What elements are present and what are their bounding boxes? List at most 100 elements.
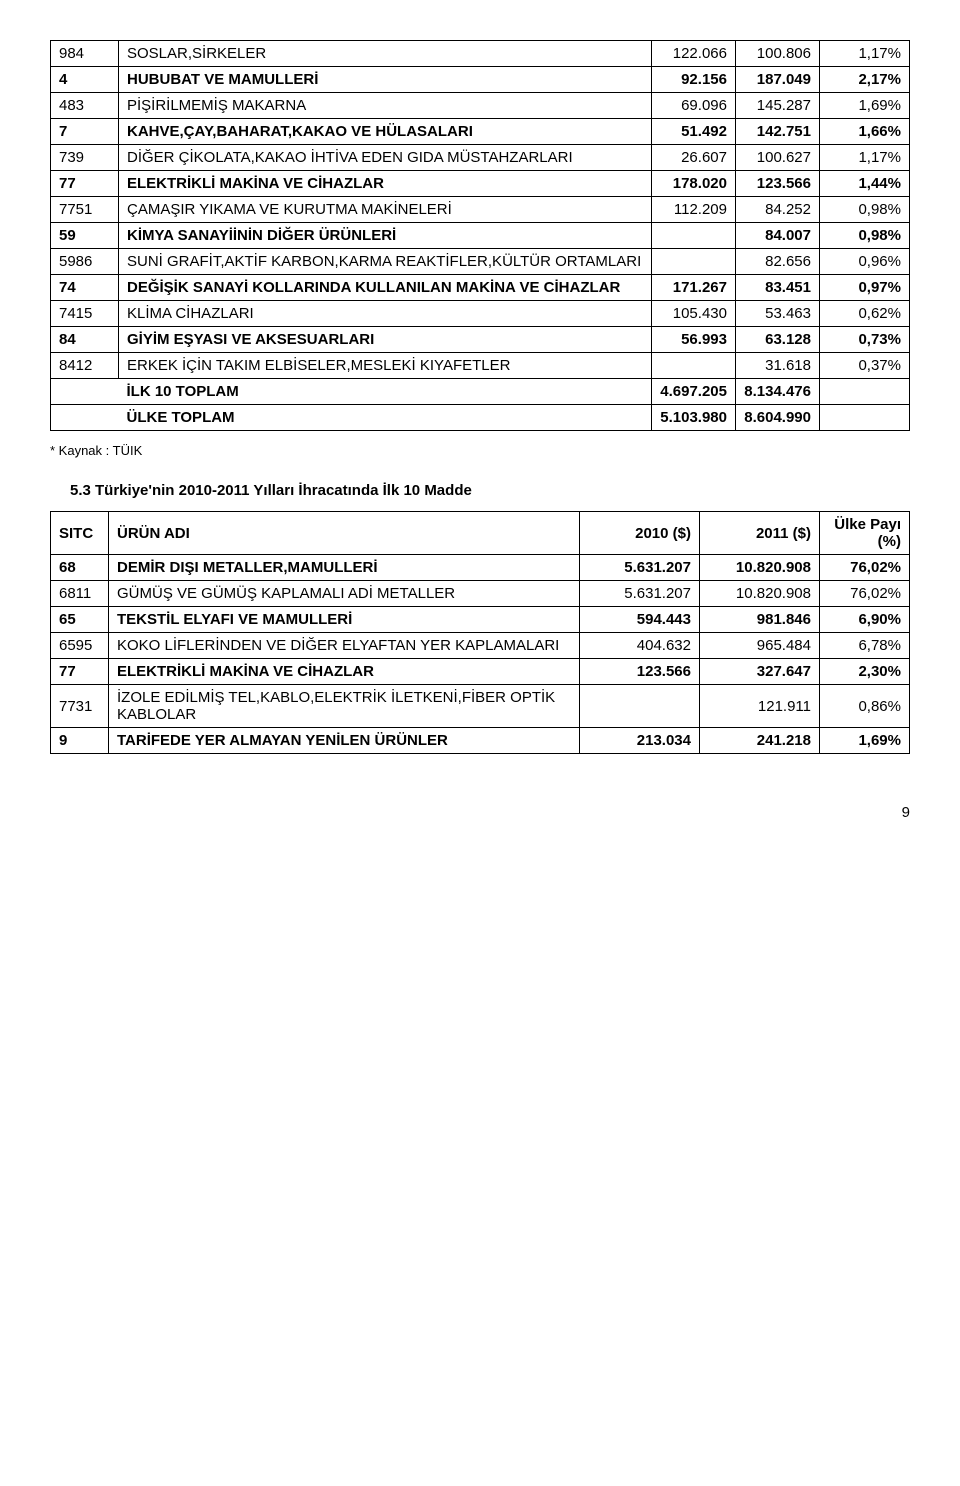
cell-pct: 0,97% — [820, 275, 910, 301]
cell-v1: 178.020 — [651, 171, 735, 197]
cell-code: 8412 — [51, 353, 119, 379]
cell-pct: 0,96% — [820, 249, 910, 275]
cell-pct — [820, 379, 910, 405]
cell-v2: 53.463 — [735, 301, 819, 327]
cell-v2: 121.911 — [700, 685, 820, 728]
cell-v2: 83.451 — [735, 275, 819, 301]
table-row: 74DEĞİŞİK SANAYİ KOLLARINDA KULLANILAN M… — [51, 275, 910, 301]
cell-pct: 2,30% — [820, 659, 910, 685]
cell-v1 — [651, 249, 735, 275]
page-number: 9 — [50, 804, 910, 821]
cell-code: 5986 — [51, 249, 119, 275]
cell-v2: 31.618 — [735, 353, 819, 379]
table-row: 6811GÜMÜŞ VE GÜMÜŞ KAPLAMALI ADİ METALLE… — [51, 581, 910, 607]
cell-v1: 5.103.980 — [651, 405, 735, 431]
cell-code: 65 — [51, 607, 109, 633]
cell-v2: 10.820.908 — [700, 555, 820, 581]
cell-v2: 82.656 — [735, 249, 819, 275]
cell-code: 77 — [51, 171, 119, 197]
cell-pct: 1,66% — [820, 119, 910, 145]
table-row: 5986SUNİ GRAFİT,AKTİF KARBON,KARMA REAKT… — [51, 249, 910, 275]
cell-v1: 5.631.207 — [580, 581, 700, 607]
table-row: 8412ERKEK İÇİN TAKIM ELBİSELER,MESLEKİ K… — [51, 353, 910, 379]
cell-v2: 187.049 — [735, 67, 819, 93]
cell-pct: 0,73% — [820, 327, 910, 353]
cell-code: 7415 — [51, 301, 119, 327]
cell-v2: 84.007 — [735, 223, 819, 249]
table-row: 65TEKSTİL ELYAFI VE MAMULLERİ594.443981.… — [51, 607, 910, 633]
table-row: 483PİŞİRİLMEMİŞ MAKARNA69.096145.2871,69… — [51, 93, 910, 119]
section-title: 5.3 Türkiye'nin 2010-2011 Yılları İhraca… — [70, 482, 910, 499]
cell-v1: 122.066 — [651, 41, 735, 67]
table-row: 7751ÇAMAŞIR YIKAMA VE KURUTMA MAKİNELERİ… — [51, 197, 910, 223]
cell-code: 7731 — [51, 685, 109, 728]
cell-name: DEĞİŞİK SANAYİ KOLLARINDA KULLANILAN MAK… — [119, 275, 652, 301]
cell-code: 4 — [51, 67, 119, 93]
table-total-row: İLK 10 TOPLAM4.697.2058.134.476 — [51, 379, 910, 405]
cell-v2: 965.484 — [700, 633, 820, 659]
header-2011: 2011 ($) — [700, 512, 820, 555]
cell-name: KOKO LİFLERİNDEN VE DİĞER ELYAFTAN YER K… — [109, 633, 580, 659]
cell-v1 — [580, 685, 700, 728]
footnote: * Kaynak : TÜIK — [50, 443, 910, 458]
cell-v1 — [651, 353, 735, 379]
cell-code: 74 — [51, 275, 119, 301]
cell-name: SOSLAR,SİRKELER — [119, 41, 652, 67]
cell-name: DİĞER ÇİKOLATA,KAKAO İHTİVA EDEN GIDA MÜ… — [119, 145, 652, 171]
cell-v2: 100.806 — [735, 41, 819, 67]
cell-v1: 26.607 — [651, 145, 735, 171]
cell-pct: 1,44% — [820, 171, 910, 197]
cell-name: KİMYA SANAYİİNİN DİĞER ÜRÜNLERİ — [119, 223, 652, 249]
cell-code: 483 — [51, 93, 119, 119]
header-pct: Ülke Payı (%) — [820, 512, 910, 555]
cell-pct: 6,90% — [820, 607, 910, 633]
cell-pct: 1,69% — [820, 728, 910, 754]
cell-v2: 8.604.990 — [735, 405, 819, 431]
cell-v2: 8.134.476 — [735, 379, 819, 405]
cell-v2: 10.820.908 — [700, 581, 820, 607]
cell-name: HUBUBAT VE MAMULLERİ — [119, 67, 652, 93]
cell-pct: 0,62% — [820, 301, 910, 327]
cell-name: ELEKTRİKLİ MAKİNA VE CİHAZLAR — [109, 659, 580, 685]
cell-name: İZOLE EDİLMİŞ TEL,KABLO,ELEKTRİK İLETKEN… — [109, 685, 580, 728]
table-2: SITC ÜRÜN ADI 2010 ($) 2011 ($) Ülke Pay… — [50, 511, 910, 754]
table-row: 77ELEKTRİKLİ MAKİNA VE CİHAZLAR178.02012… — [51, 171, 910, 197]
cell-v1: 213.034 — [580, 728, 700, 754]
cell-v2: 123.566 — [735, 171, 819, 197]
cell-code: 7751 — [51, 197, 119, 223]
cell-pct: 76,02% — [820, 581, 910, 607]
table-total-row: ÜLKE TOPLAM5.103.9808.604.990 — [51, 405, 910, 431]
cell-v1: 92.156 — [651, 67, 735, 93]
cell-v1: 112.209 — [651, 197, 735, 223]
cell-v2: 100.627 — [735, 145, 819, 171]
cell-v2: 981.846 — [700, 607, 820, 633]
cell-code: 6595 — [51, 633, 109, 659]
cell-empty — [51, 379, 119, 405]
cell-pct: 1,69% — [820, 93, 910, 119]
table-row: 4HUBUBAT VE MAMULLERİ92.156187.0492,17% — [51, 67, 910, 93]
cell-v1: 404.632 — [580, 633, 700, 659]
table-row: 77ELEKTRİKLİ MAKİNA VE CİHAZLAR123.56632… — [51, 659, 910, 685]
cell-v1: 51.492 — [651, 119, 735, 145]
cell-code: 84 — [51, 327, 119, 353]
cell-v2: 145.287 — [735, 93, 819, 119]
table-row: 7KAHVE,ÇAY,BAHARAT,KAKAO VE HÜLASALARI51… — [51, 119, 910, 145]
table-row: 984SOSLAR,SİRKELER122.066100.8061,17% — [51, 41, 910, 67]
cell-label: İLK 10 TOPLAM — [119, 379, 652, 405]
table-row: 59KİMYA SANAYİİNİN DİĞER ÜRÜNLERİ84.0070… — [51, 223, 910, 249]
cell-name: KLİMA CİHAZLARI — [119, 301, 652, 327]
cell-v1: 5.631.207 — [580, 555, 700, 581]
cell-name: ERKEK İÇİN TAKIM ELBİSELER,MESLEKİ KIYAF… — [119, 353, 652, 379]
cell-pct: 0,37% — [820, 353, 910, 379]
cell-code: 6811 — [51, 581, 109, 607]
cell-code: 7 — [51, 119, 119, 145]
table-row: 84GİYİM EŞYASI VE AKSESUARLARI56.99363.1… — [51, 327, 910, 353]
cell-v1: 69.096 — [651, 93, 735, 119]
cell-code: 739 — [51, 145, 119, 171]
header-2010: 2010 ($) — [580, 512, 700, 555]
cell-name: KAHVE,ÇAY,BAHARAT,KAKAO VE HÜLASALARI — [119, 119, 652, 145]
cell-v2: 327.647 — [700, 659, 820, 685]
cell-v1: 56.993 — [651, 327, 735, 353]
cell-name: GÜMÜŞ VE GÜMÜŞ KAPLAMALI ADİ METALLER — [109, 581, 580, 607]
cell-code: 59 — [51, 223, 119, 249]
